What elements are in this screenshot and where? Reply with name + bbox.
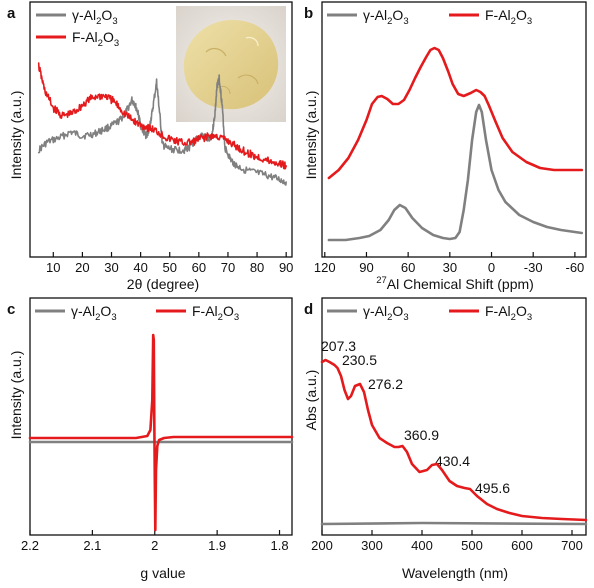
x-tick-label-c-1: 2.1	[83, 538, 101, 553]
x-tick-label-b-2: 60	[401, 260, 415, 275]
x-tick-label-c-2: 2	[151, 538, 158, 553]
panel-c-ylabel: Intensity (a.u.)	[8, 351, 24, 440]
x-tick-label-d-1: 300	[361, 538, 383, 553]
x-tick-label-b-4: 0	[488, 260, 495, 275]
x-tick-label-a-2: 30	[104, 260, 118, 275]
panel-c-x-axis: 2.2 2.1 2 1.9 1.8	[21, 530, 289, 553]
x-tick-label-c-0: 2.2	[21, 538, 39, 553]
x-tick-label-b-6: -60	[565, 260, 584, 275]
legend-label-b-0: γ-Al2O3	[363, 7, 409, 27]
x-tick-label-a-6: 70	[221, 260, 235, 275]
panel-b-letter: b	[304, 5, 313, 22]
panel-d-xlabel: Wavelength (nm)	[402, 565, 508, 581]
legend-label-b-1: F-Al2O3	[485, 7, 532, 27]
panel-d-frame	[321, 297, 587, 536]
panel-b-xlabel-text: Al Chemical Shift (ppm)	[387, 276, 534, 292]
panel-b-plot	[327, 46, 584, 242]
peak-label-4: 360.9	[404, 427, 439, 443]
x-tick-label-a-3: 40	[133, 260, 147, 275]
panel-a-x-axis: 10 20 30 40 50 60 70 80 90	[46, 252, 293, 275]
x-tick-label-b-3: 30	[443, 260, 457, 275]
panel-a-letter: a	[7, 5, 16, 22]
peak-label-1: 207.3	[321, 338, 356, 354]
legend-label-d-0: γ-Al2O3	[363, 303, 409, 323]
peak-label-3: 276.2	[368, 376, 403, 392]
panel-b-xlabel: 27Al Chemical Shift (ppm)	[376, 275, 534, 292]
x-tick-label-a-8: 90	[279, 260, 293, 275]
series-b-gamma-al2o3-line	[327, 103, 584, 242]
panel-c-legend: γ-Al2O3 F-Al2O3	[35, 303, 239, 323]
panel-c-frame	[29, 297, 293, 536]
legend-label-c-0: γ-Al2O3	[71, 303, 117, 323]
panel-d-legend: γ-Al2O3 F-Al2O3	[327, 303, 532, 323]
series-c-f-al2o3-line	[28, 333, 294, 532]
panel-b-x-axis: 120 90 60 30 0 -30 -60	[314, 252, 584, 275]
x-tick-label-a-1: 20	[75, 260, 89, 275]
panel-b-xlabel-sup: 27	[376, 275, 387, 286]
peak-label-2: 230.5	[342, 352, 377, 368]
peak-label-6: 495.6	[475, 480, 510, 496]
x-tick-label-d-2: 400	[411, 538, 433, 553]
panel-d-x-axis: 200 300 400 500 600 700	[311, 530, 583, 553]
legend-label-a-1: F-Al2O3	[72, 29, 119, 49]
panel-b-frame	[321, 1, 587, 258]
x-tick-label-b-5: -30	[524, 260, 543, 275]
panel-c-xlabel: g value	[140, 565, 185, 581]
panel-c-letter: c	[7, 301, 15, 318]
series-a-f-al2o3-line	[37, 62, 287, 170]
x-tick-label-c-4: 1.8	[270, 538, 288, 553]
panel-d-plot	[320, 358, 588, 526]
x-tick-label-d-3: 500	[461, 538, 483, 553]
panel-a-frame	[29, 1, 293, 258]
panel-d-ylabel: Abs (a.u.)	[303, 370, 319, 431]
series-a-gamma-al2o3-line	[37, 74, 287, 186]
series-d-f-al2o3-line	[320, 358, 588, 522]
legend-label-a-0: γ-Al2O3	[72, 7, 118, 27]
x-tick-label-a-7: 80	[250, 260, 264, 275]
x-tick-label-a-0: 10	[46, 260, 60, 275]
x-tick-label-a-5: 60	[192, 260, 206, 275]
legend-label-d-1: F-Al2O3	[485, 303, 532, 323]
x-tick-label-c-3: 1.9	[208, 538, 226, 553]
legend-label-c-1: F-Al2O3	[192, 303, 239, 323]
powder-photo-inset	[176, 6, 286, 122]
peak-label-5: 430.4	[435, 453, 470, 469]
x-tick-label-b-1: 90	[359, 260, 373, 275]
panel-a-plot	[37, 62, 287, 186]
x-tick-label-d-4: 600	[511, 538, 533, 553]
panel-a-ylabel: Intensity (a.u.)	[8, 91, 24, 180]
x-tick-label-d-5: 700	[561, 538, 583, 553]
x-tick-label-b-0: 120	[314, 260, 336, 275]
panel-b-legend: γ-Al2O3 F-Al2O3	[327, 7, 532, 27]
x-tick-label-d-0: 200	[311, 538, 333, 553]
panel-c-plot	[28, 333, 294, 532]
x-tick-label-a-4: 50	[162, 260, 176, 275]
panel-b-ylabel: Intensity (a.u.)	[303, 91, 319, 180]
series-b-f-al2o3-line	[327, 46, 584, 180]
panel-d-letter: d	[304, 301, 313, 318]
panel-a-xlabel: 2θ (degree)	[127, 276, 199, 292]
series-d-gamma-al2o3-line	[320, 521, 588, 526]
